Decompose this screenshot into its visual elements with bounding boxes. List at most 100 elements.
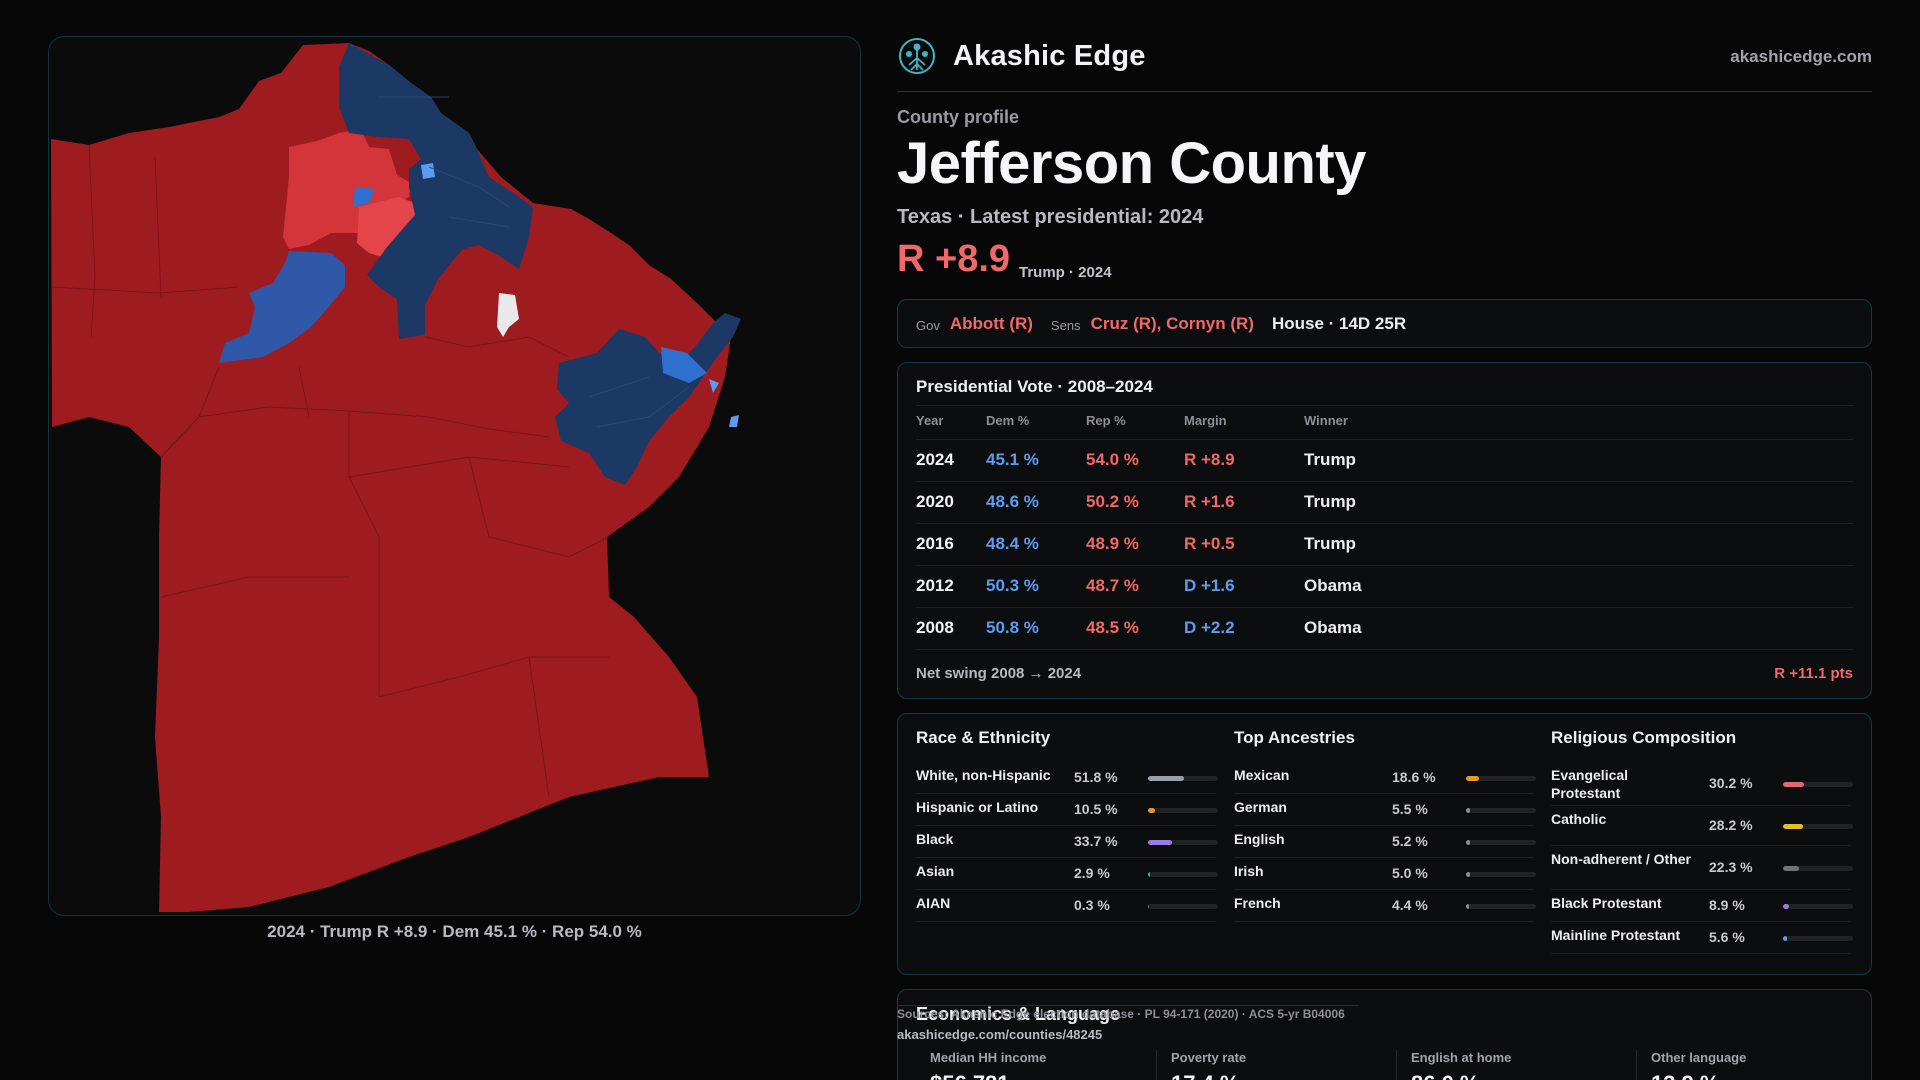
share-bar-fill	[1783, 781, 1805, 787]
sens-label: Sens	[1050, 318, 1081, 333]
econ-label: Other language	[1651, 1050, 1747, 1065]
precinct-map-svg[interactable]	[49, 37, 861, 916]
item-value: 5.2 %	[1392, 833, 1428, 849]
year-cell: 2016	[916, 534, 954, 553]
item-value: 4.4 %	[1392, 897, 1428, 913]
item-value: 51.8 %	[1074, 769, 1118, 785]
list-item[interactable]: German 5.5 %	[1234, 794, 1536, 826]
winner-cell: Trump	[1304, 450, 1356, 469]
county-permalink[interactable]: akashicedge.com/counties/48245	[897, 1027, 1103, 1042]
item-label: Mainline Protestant	[1551, 927, 1681, 943]
year-cell: 2024	[916, 450, 954, 469]
brand-url-link[interactable]: akashicedge.com	[1730, 47, 1872, 66]
share-bar	[1783, 781, 1853, 787]
item-value: 5.0 %	[1392, 865, 1428, 881]
econ-value: 17.4 %	[1171, 1071, 1384, 1080]
brand[interactable]: Akashic Edge	[897, 36, 1146, 76]
table-row[interactable]: 2020 48.6 % 50.2 % R +1.6 Trump	[916, 482, 1853, 524]
item-label: Black	[916, 831, 954, 847]
profile-eyebrow: County profile	[897, 107, 1019, 127]
share-bar	[1148, 839, 1218, 845]
share-bar-fill	[1466, 775, 1480, 781]
list-item[interactable]: Non-adherent / Other 22.3 %	[1551, 846, 1853, 890]
list-item[interactable]: Catholic 28.2 %	[1551, 806, 1853, 846]
econ-median-income: Median HH income $56,781	[916, 1050, 1144, 1080]
share-bar-fill	[1783, 823, 1803, 829]
item-label: AIAN	[916, 895, 951, 911]
share-bar-fill	[1466, 903, 1470, 909]
dem-pct-cell: 45.1 %	[986, 450, 1039, 469]
share-bar-fill	[1783, 903, 1790, 909]
tilt-dem-precinct-se[interactable]	[709, 379, 719, 393]
econ-english-home: English at home 86.0 %	[1396, 1050, 1624, 1080]
no-data-precinct[interactable]	[497, 293, 519, 337]
list-item[interactable]: Asian 2.9 %	[916, 858, 1218, 890]
list-item[interactable]: French 4.4 %	[1234, 890, 1536, 922]
table-row[interactable]: 2012 50.3 % 48.7 % D +1.6 Obama	[916, 566, 1853, 608]
item-value: 8.9 %	[1709, 897, 1745, 913]
share-bar-fill	[1783, 865, 1799, 871]
share-bar	[1148, 775, 1218, 781]
county-precinct-map[interactable]	[48, 36, 861, 916]
share-bar	[1148, 871, 1218, 877]
share-bar-fill	[1148, 807, 1156, 813]
margin-cell: D +1.6	[1184, 576, 1235, 595]
list-item[interactable]: Evangelical Protestant 30.2 %	[1551, 762, 1853, 806]
item-value: 30.2 %	[1709, 775, 1753, 791]
list-item[interactable]: Irish 5.0 %	[1234, 858, 1536, 890]
share-bar-fill	[1466, 839, 1470, 845]
dem-pct-cell: 48.4 %	[986, 534, 1039, 553]
list-item[interactable]: Black 33.7 %	[916, 826, 1218, 858]
econ-value: 86.0 %	[1411, 1071, 1624, 1080]
list-item[interactable]: Mainline Protestant 5.6 %	[1551, 922, 1853, 954]
dem-precincts-west[interactable]	[219, 251, 345, 363]
table-title: Presidential Vote · 2008–2024	[916, 377, 1153, 396]
lean-rep-precincts-2[interactable]	[357, 197, 425, 259]
share-bar	[1466, 839, 1536, 845]
religion-column: Religious Composition Evangelical Protes…	[1551, 728, 1853, 954]
item-value: 22.3 %	[1709, 859, 1753, 875]
table-row[interactable]: 2024 45.1 % 54.0 % R +8.9 Trump	[916, 440, 1853, 482]
col-header-year: Year	[916, 413, 944, 428]
governor: Abbott (R)	[949, 313, 1033, 333]
gov-label: Gov	[916, 318, 940, 333]
economics-title: Economics & Language	[916, 1004, 1121, 1024]
lean-dem-precinct-se[interactable]	[661, 347, 707, 383]
share-bar	[1783, 903, 1853, 909]
sources-line: Sources: Akashic Edge election database …	[897, 1007, 1345, 1021]
presidential-vote-table: Presidential Vote · 2008–2024 Year Dem %…	[897, 362, 1872, 699]
list-item[interactable]: Hispanic or Latino 10.5 %	[916, 794, 1218, 826]
table-row[interactable]: 2008 50.8 % 48.5 % D +2.2 Obama	[916, 608, 1853, 650]
share-bar	[1466, 775, 1536, 781]
share-bar-fill	[1148, 775, 1185, 781]
year-cell: 2020	[916, 492, 954, 511]
share-bar	[1466, 871, 1536, 877]
margin-cell: R +1.6	[1184, 492, 1235, 511]
officials-bar: Gov Abbott (R) Sens Cruz (R), Cornyn (R)…	[897, 299, 1872, 348]
item-label: Asian	[916, 863, 955, 879]
col-header-margin: Margin	[1184, 413, 1227, 428]
dem-pct-cell: 50.8 %	[986, 618, 1039, 637]
county-shape[interactable]	[51, 43, 731, 912]
econ-other-language: Other language 13.9 %	[1636, 1050, 1864, 1080]
demographics-card: Race & Ethnicity White, non-Hispanic 51.8…	[897, 713, 1872, 975]
ancestry-title: Top Ancestries	[1234, 728, 1355, 747]
sources-footnote: Sources: Akashic Edge election database …	[897, 1005, 1359, 1042]
list-item[interactable]: White, non-Hispanic 51.8 %	[916, 762, 1218, 794]
table-row[interactable]: 2016 48.4 % 48.9 % R +0.5 Trump	[916, 524, 1853, 566]
dem-precincts-southeast[interactable]	[555, 313, 741, 485]
list-item[interactable]: Black Protestant 8.9 %	[1551, 890, 1853, 922]
dem-precincts-north[interactable]	[339, 43, 533, 339]
share-bar	[1466, 903, 1536, 909]
list-item[interactable]: Mexican 18.6 %	[1234, 762, 1536, 794]
lean-dem-precinct-2[interactable]	[421, 163, 435, 179]
religion-list: Evangelical Protestant 30.2 % Catholic 28.2…	[1551, 762, 1853, 954]
senators: Cruz (R), Cornyn (R)	[1090, 313, 1254, 333]
lean-dem-precinct[interactable]	[353, 187, 375, 207]
share-bar	[1783, 935, 1853, 941]
tilt-dem-precinct-se-2[interactable]	[729, 415, 739, 427]
list-item[interactable]: English 5.2 %	[1234, 826, 1536, 858]
list-item[interactable]: AIAN 0.3 %	[916, 890, 1218, 922]
winner-cell: Trump	[1304, 534, 1356, 553]
house-delegation: House · 14D 25R	[1271, 313, 1407, 333]
